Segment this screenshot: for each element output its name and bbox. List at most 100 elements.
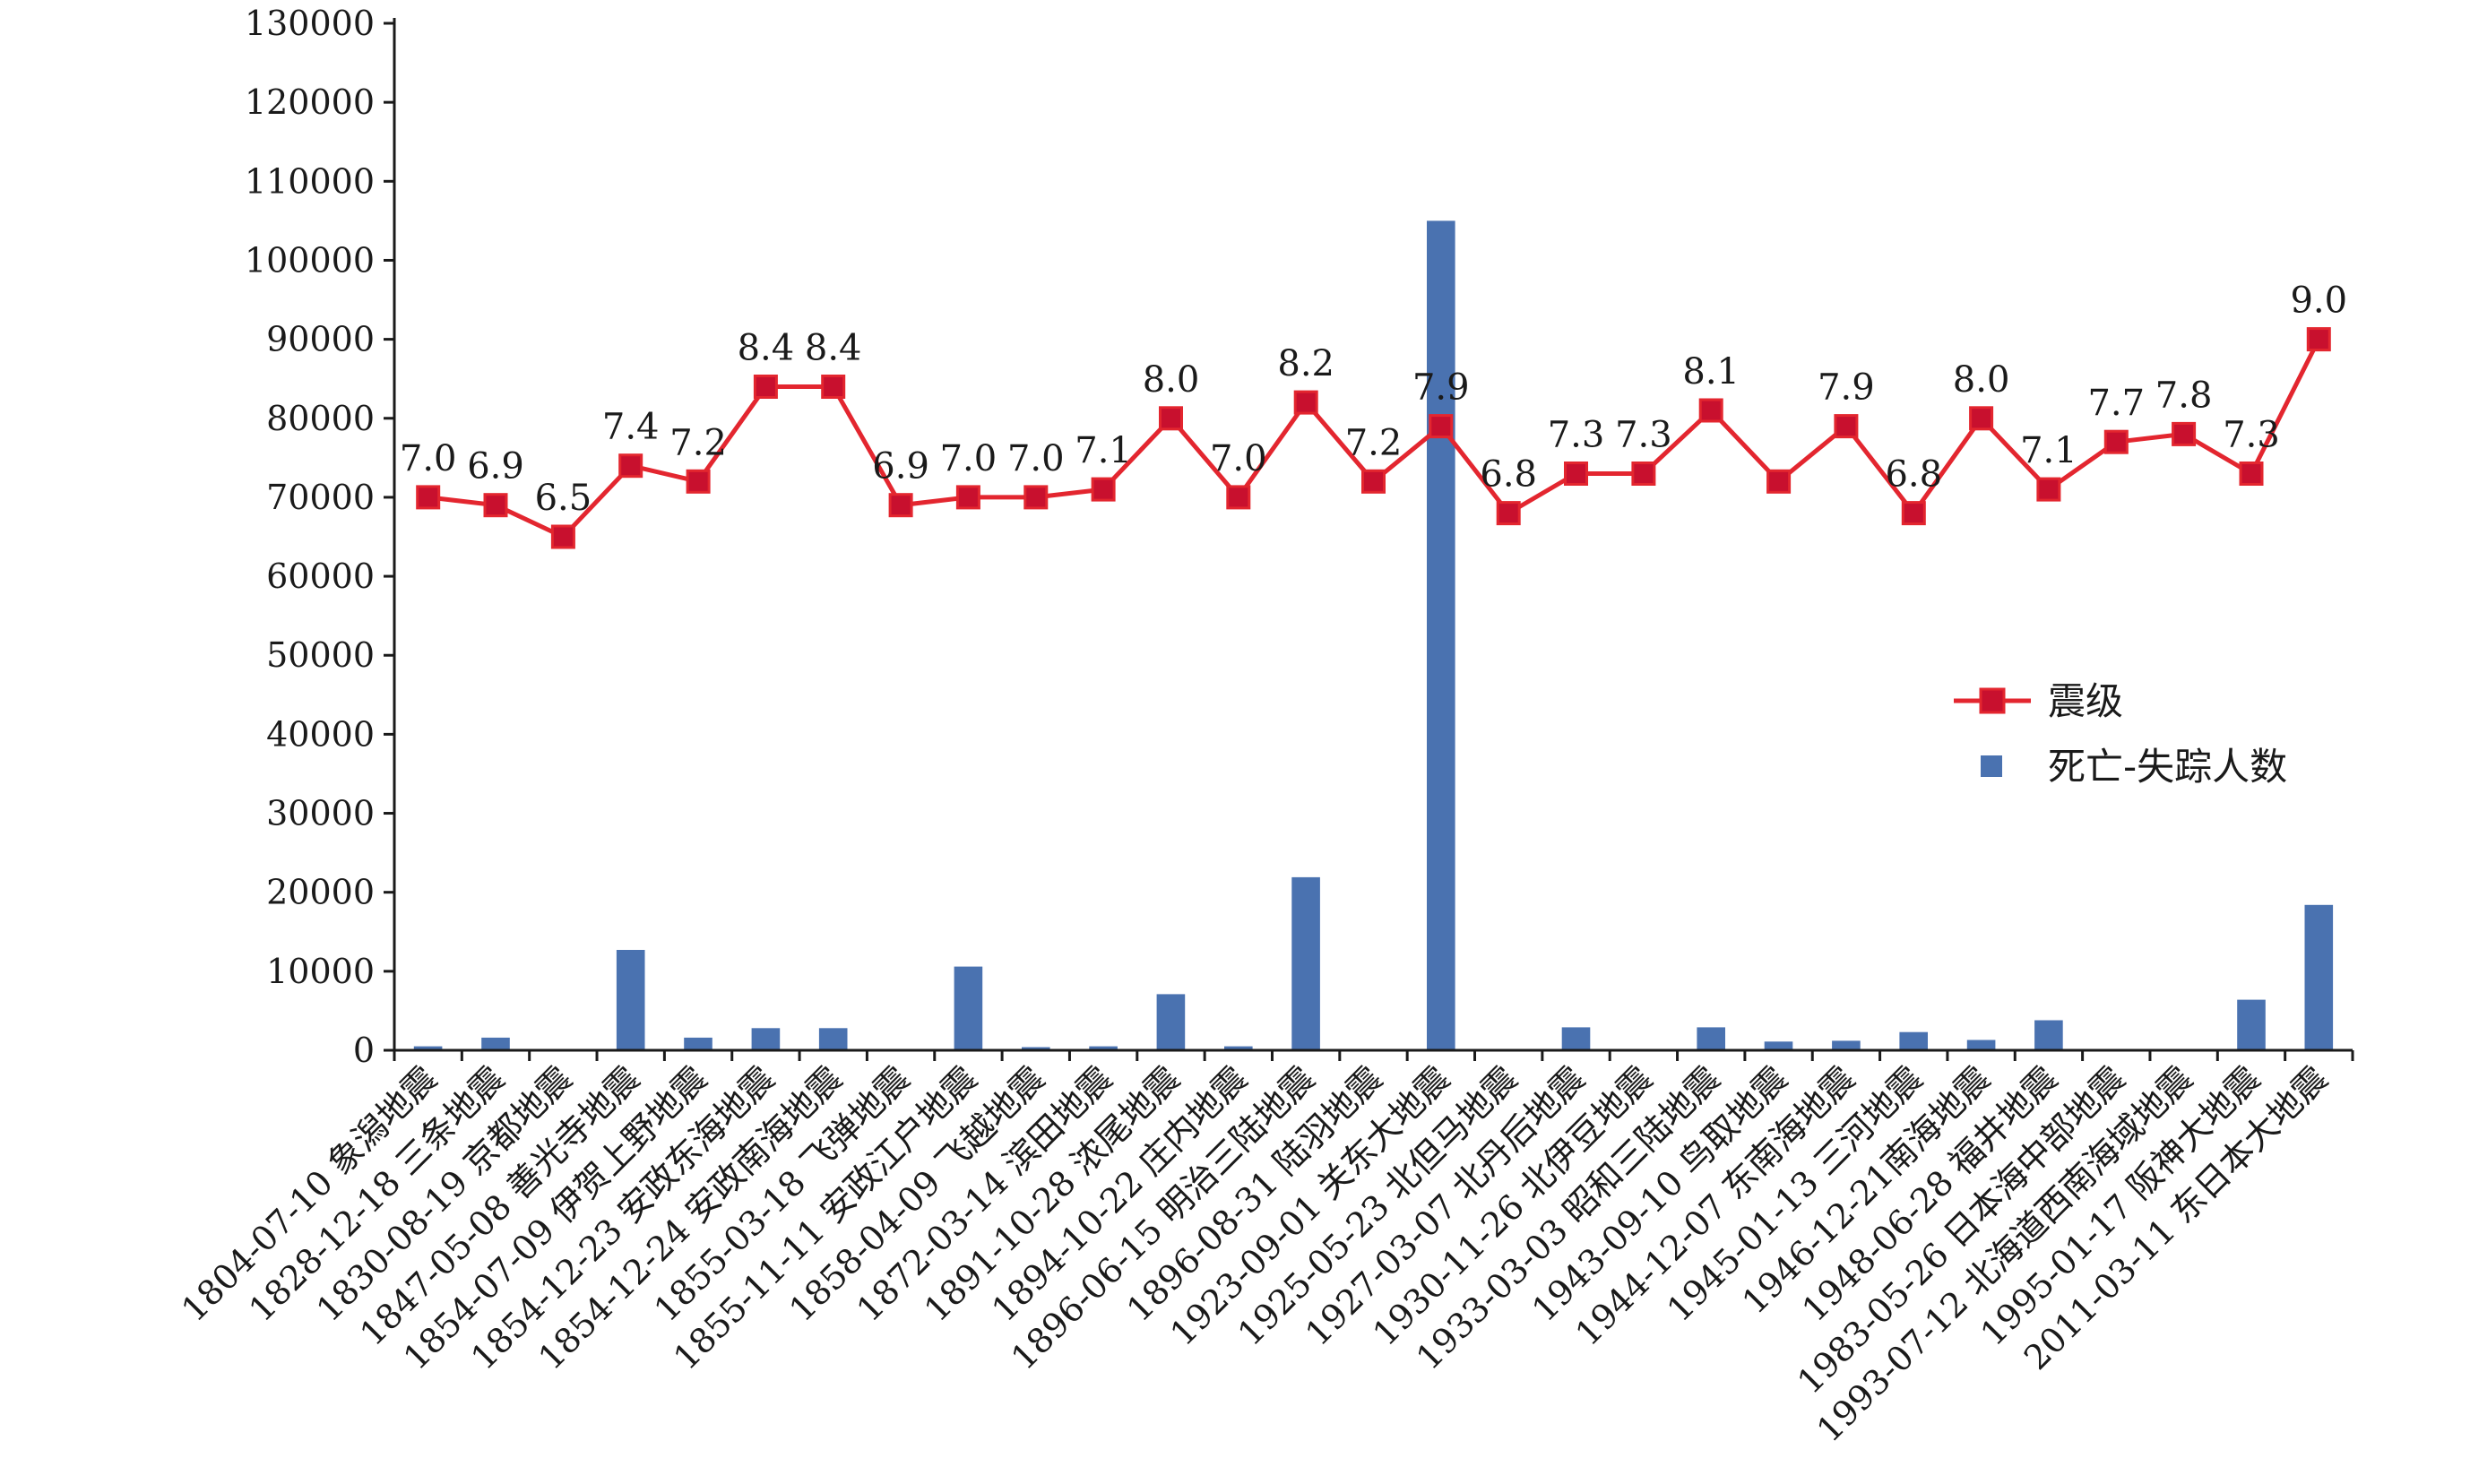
legend-label-casualties: 死亡-失踪人数 — [2048, 745, 2287, 789]
magnitude-marker — [1834, 414, 1859, 439]
bar-casualties — [818, 1028, 848, 1050]
magnitude-marker — [2239, 462, 2264, 486]
magnitude-data-label: 8.0 — [1143, 359, 1200, 401]
magnitude-marker — [1901, 501, 1926, 526]
magnitude-marker — [2103, 429, 2129, 454]
magnitude-data-label: 8.1 — [1682, 351, 1740, 393]
bar-casualties — [1561, 1027, 1591, 1050]
bar-casualties — [684, 1037, 712, 1050]
magnitude-data-label: 7.0 — [940, 438, 998, 479]
line-series — [416, 327, 2331, 549]
bar-series — [413, 220, 2334, 1050]
axes: 0 10000 20000 30000 40000 50000 60000 70000 8000… — [174, 4, 2354, 1450]
bar-casualties — [1224, 1046, 1253, 1050]
y-tick-label: 70000 — [266, 478, 375, 517]
magnitude-marker — [955, 485, 980, 510]
magnitude-data-label: 8.0 — [1953, 359, 2010, 401]
magnitude-marker — [1698, 398, 1723, 423]
magnitude-data-label: 6.8 — [1885, 454, 1942, 496]
bar-casualties — [1966, 1040, 1996, 1050]
bar-casualties — [1291, 876, 1320, 1050]
magnitude-data-label: 7.3 — [2223, 415, 2280, 456]
magnitude-marker — [618, 453, 643, 479]
magnitude-marker — [550, 524, 575, 549]
magnitude-data-label: 7.9 — [1412, 367, 1470, 409]
magnitude-marker — [1631, 462, 1656, 486]
magnitude-marker — [2306, 327, 2331, 352]
y-tick-label: 50000 — [266, 635, 375, 675]
bar-casualties — [1899, 1031, 1928, 1050]
magnitude-data-label: 7.1 — [1075, 430, 1132, 471]
magnitude-data-label: 7.0 — [1007, 438, 1065, 479]
magnitude-marker — [686, 469, 711, 494]
magnitude-data-label: 6.8 — [1480, 454, 1537, 496]
magnitude-marker — [753, 375, 778, 399]
magnitude-marker — [1766, 469, 1792, 494]
magnitude-marker — [1496, 501, 1521, 526]
magnitude-marker — [1159, 406, 1183, 431]
magnitude-data-label: 7.7 — [2087, 383, 2145, 424]
bar-casualties — [1022, 1047, 1050, 1050]
magnitude-data-label: 7.8 — [2155, 375, 2213, 416]
magnitude-marker — [1429, 414, 1454, 439]
magnitude-marker — [483, 493, 508, 518]
bar-casualties — [616, 950, 645, 1050]
bar-casualties — [1697, 1027, 1725, 1050]
y-tick-label: 0 — [353, 1031, 375, 1070]
magnitude-data-label: 8.4 — [805, 328, 862, 369]
y-tick-label: 130000 — [245, 4, 375, 43]
magnitude-data-label: 7.2 — [669, 422, 727, 463]
bar-casualties — [481, 1037, 510, 1050]
bar-casualties — [1156, 994, 1186, 1050]
legend-label-magnitude: 震级 — [2048, 679, 2123, 723]
magnitude-marker — [1091, 477, 1116, 502]
magnitude-data-label: 6.9 — [872, 446, 929, 487]
y-tick-label: 10000 — [266, 952, 375, 991]
magnitude-data-label: 6.5 — [535, 478, 592, 519]
magnitude-marker — [2036, 477, 2061, 502]
magnitude-data-label: 7.3 — [1615, 415, 1672, 456]
magnitude-marker — [1969, 406, 1994, 431]
bar-casualties — [2304, 904, 2334, 1050]
bar-casualties — [2034, 1020, 2063, 1050]
magnitude-data-label: 7.0 — [400, 438, 457, 479]
bar-casualties — [1832, 1040, 1861, 1050]
magnitude-marker — [416, 485, 441, 510]
y-tick-label: 100000 — [245, 240, 375, 280]
magnitude-marker — [1361, 469, 1386, 494]
bar-casualties — [954, 966, 983, 1050]
magnitude-marker — [821, 375, 846, 399]
magnitude-data-label: 7.4 — [602, 407, 660, 448]
magnitude-data-label: 7.3 — [1548, 415, 1605, 456]
magnitude-data-label: 7.2 — [1345, 422, 1403, 463]
magnitude-marker — [888, 493, 913, 518]
magnitude-data-label: 6.9 — [467, 446, 524, 487]
magnitude-marker — [2172, 421, 2197, 446]
bar-casualties — [1764, 1041, 1793, 1050]
y-tick-label: 30000 — [266, 794, 375, 833]
bar-casualties — [413, 1046, 443, 1050]
magnitude-data-label: 7.0 — [1210, 438, 1267, 479]
magnitude-data-label: 8.4 — [738, 328, 795, 369]
magnitude-data-label: 7.9 — [1818, 367, 1875, 409]
magnitude-marker — [1564, 462, 1588, 486]
bar-casualties — [751, 1028, 781, 1050]
magnitude-marker — [1023, 485, 1049, 510]
legend-bar-swatch — [1981, 755, 2002, 777]
y-tick-label: 40000 — [266, 714, 375, 754]
y-tick-label: 90000 — [266, 320, 375, 359]
magnitude-marker — [1226, 485, 1251, 510]
y-tick-label: 60000 — [266, 556, 375, 596]
bar-casualties — [2237, 999, 2266, 1050]
magnitude-data-label: 8.2 — [1277, 343, 1334, 384]
data-labels: 7.0 6.96.57.4 7.28.4 8.46.9 7.0 7.0 7.18.07.08… — [400, 280, 2347, 519]
y-tick-label: 80000 — [266, 399, 375, 438]
legend: 震级 死亡-失踪人数 — [1954, 679, 2287, 789]
bar-casualties — [1089, 1046, 1118, 1050]
bar-casualties — [1427, 220, 1455, 1050]
legend-marker-swatch — [1979, 687, 2006, 714]
y-tick-label: 120000 — [245, 82, 375, 122]
magnitude-data-label: 7.1 — [2020, 430, 2077, 471]
magnitude-marker — [1293, 390, 1318, 415]
